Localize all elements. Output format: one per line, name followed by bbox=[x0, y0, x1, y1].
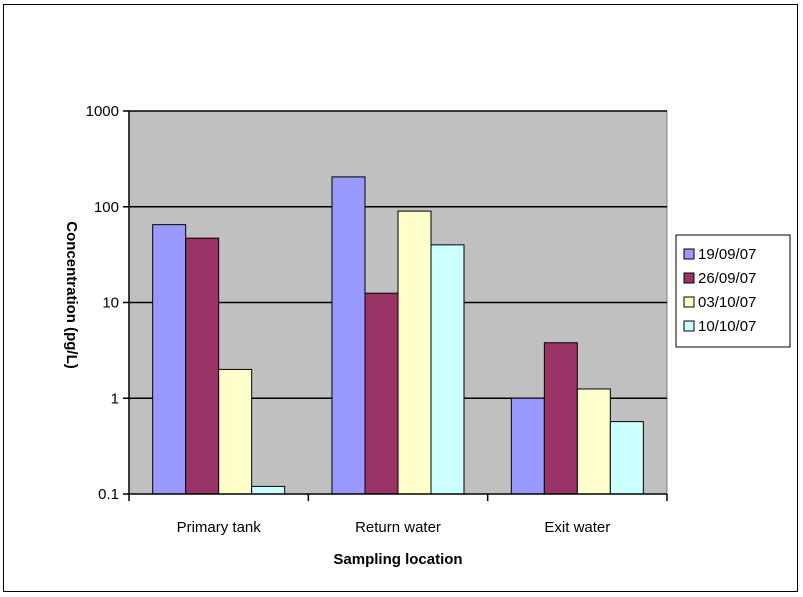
x-tick-label: Exit water bbox=[544, 519, 610, 536]
x-ticks: Primary tank Return water Exit water bbox=[128, 494, 668, 536]
legend-swatch bbox=[683, 248, 695, 260]
legend-label: 26/09/07 bbox=[698, 270, 756, 287]
bar bbox=[510, 397, 545, 495]
bar bbox=[576, 388, 611, 495]
bar bbox=[609, 421, 644, 495]
bar bbox=[543, 342, 578, 495]
bar bbox=[397, 210, 432, 495]
legend-swatch bbox=[683, 320, 695, 332]
legend-swatch bbox=[683, 272, 695, 284]
bar bbox=[185, 237, 220, 495]
bar bbox=[218, 368, 253, 495]
chart-frame bbox=[3, 4, 798, 592]
y-ticks: 0.1 1 10 100 1000 bbox=[86, 103, 129, 503]
bar bbox=[430, 244, 465, 495]
bar bbox=[364, 292, 399, 495]
y-tick-label: 1 bbox=[111, 390, 119, 407]
legend-box bbox=[675, 234, 791, 348]
bar bbox=[152, 224, 187, 495]
x-axis-title: Sampling location bbox=[333, 551, 462, 568]
y-tick-label: 1000 bbox=[86, 103, 119, 120]
legend-swatch bbox=[683, 296, 695, 308]
y-tick-label: 0.1 bbox=[98, 486, 119, 503]
legend-label: 10/10/07 bbox=[698, 318, 756, 335]
legend-label: 03/10/07 bbox=[698, 294, 756, 311]
y-tick-label: 100 bbox=[94, 199, 119, 216]
bars bbox=[152, 176, 644, 495]
legend: 19/09/07 26/09/07 03/10/07 10/10/07 bbox=[675, 234, 791, 348]
y-tick-label: 10 bbox=[102, 295, 119, 312]
x-tick-label: Return water bbox=[355, 519, 441, 536]
x-tick-label: Primary tank bbox=[177, 519, 262, 536]
y-axis-title: Concentration (pg/L) bbox=[63, 221, 80, 368]
legend-label: 19/09/07 bbox=[698, 246, 756, 263]
bar bbox=[251, 485, 286, 495]
bar bbox=[331, 176, 366, 495]
